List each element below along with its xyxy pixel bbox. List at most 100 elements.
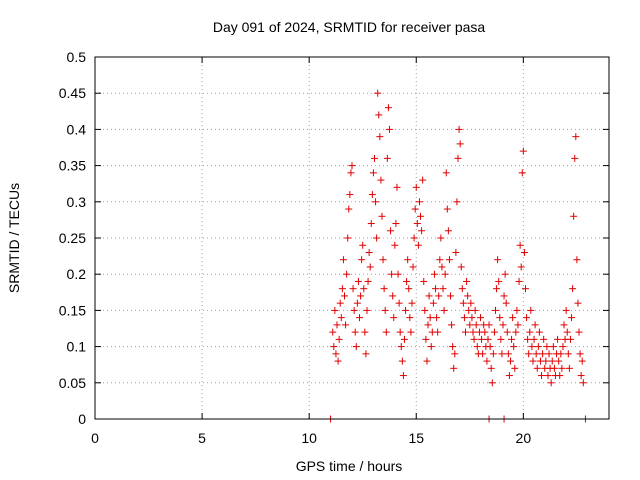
data-point [487, 364, 495, 372]
data-point [499, 321, 507, 329]
data-point [329, 328, 337, 336]
data-point [557, 350, 565, 358]
x-tick-label: 10 [301, 430, 317, 446]
data-point [494, 256, 502, 264]
data-point [419, 176, 427, 184]
data-point [399, 372, 407, 380]
data-point [411, 205, 419, 213]
y-tick-label: 0.4 [67, 121, 87, 137]
data-point [458, 285, 466, 293]
data-point [443, 205, 451, 213]
data-point [489, 350, 497, 358]
x-tick-label: 15 [408, 430, 424, 446]
data-point [439, 285, 447, 293]
data-point [389, 292, 397, 300]
data-point [349, 285, 357, 293]
data-point [335, 335, 343, 343]
data-point [359, 241, 367, 249]
data-point [465, 306, 473, 314]
data-point [556, 372, 564, 380]
data-point [576, 350, 584, 358]
data-point [405, 285, 413, 293]
data-point [524, 335, 532, 343]
data-point [460, 314, 468, 322]
data-point [531, 321, 539, 329]
data-point [516, 241, 524, 249]
data-point [570, 212, 578, 220]
data-point [486, 343, 494, 351]
data-point [332, 350, 340, 358]
data-point [338, 285, 346, 293]
data-point [532, 350, 540, 358]
data-point [496, 314, 504, 322]
data-point [427, 343, 435, 351]
data-point [413, 220, 421, 228]
data-point [571, 154, 579, 162]
data-point [344, 234, 352, 242]
data-point [575, 328, 583, 336]
data-point [484, 335, 492, 343]
data-point [559, 343, 567, 351]
data-point [572, 133, 580, 141]
data-point [363, 306, 371, 314]
data-point [426, 314, 434, 322]
data-point [453, 198, 461, 206]
data-point [530, 335, 538, 343]
data-point [412, 183, 420, 191]
data-point [442, 169, 450, 177]
data-point [380, 285, 388, 293]
data-point [355, 314, 363, 322]
data-point [385, 125, 393, 133]
data-point [471, 306, 479, 314]
data-point [397, 343, 405, 351]
y-tick-label: 0.45 [59, 85, 86, 101]
data-point [387, 227, 395, 235]
data-point [352, 343, 360, 351]
data-point [497, 335, 505, 343]
data-point [502, 299, 510, 307]
data-point [354, 277, 362, 285]
x-tick-label: 20 [516, 430, 532, 446]
data-point [393, 183, 401, 191]
data-point [445, 256, 453, 264]
chart-title: Day 091 of 2024, SRMTID for receiver pas… [213, 19, 486, 35]
data-point [434, 328, 442, 336]
tick-labels: 0 0.05 0.1 0.15 0.2 0.25 0.3 0.35 0.4 0.45 0.5 0 5 10… [59, 49, 532, 446]
y-tick-label: 0.1 [67, 339, 87, 355]
data-point [493, 285, 501, 293]
data-point [472, 321, 480, 329]
data-point [337, 314, 345, 322]
y-tick-label: 0.15 [59, 302, 86, 318]
y-tick-label: 0.25 [59, 230, 86, 246]
data-point [420, 277, 428, 285]
data-point [336, 299, 344, 307]
x-tick-label: 5 [198, 430, 206, 446]
data-point [394, 270, 402, 278]
data-point [390, 314, 398, 322]
data-point [505, 372, 513, 380]
data-point [448, 321, 456, 329]
data-point [357, 292, 365, 300]
data-point [513, 306, 521, 314]
data-point [424, 321, 432, 329]
data-point [498, 350, 506, 358]
data-point [554, 335, 562, 343]
data-points [327, 89, 589, 423]
data-point [577, 372, 585, 380]
data-point [512, 328, 520, 336]
data-point [360, 285, 368, 293]
data-point [351, 328, 359, 336]
data-point [402, 306, 410, 314]
data-point [407, 328, 415, 336]
data-point [462, 328, 470, 336]
data-point [500, 292, 508, 300]
data-point [429, 299, 437, 307]
data-point [529, 357, 537, 365]
data-point [391, 241, 399, 249]
data-point [395, 299, 403, 307]
data-point [362, 350, 370, 358]
y-tick-label: 0 [78, 411, 86, 427]
data-point [468, 314, 476, 322]
data-point [495, 277, 503, 285]
